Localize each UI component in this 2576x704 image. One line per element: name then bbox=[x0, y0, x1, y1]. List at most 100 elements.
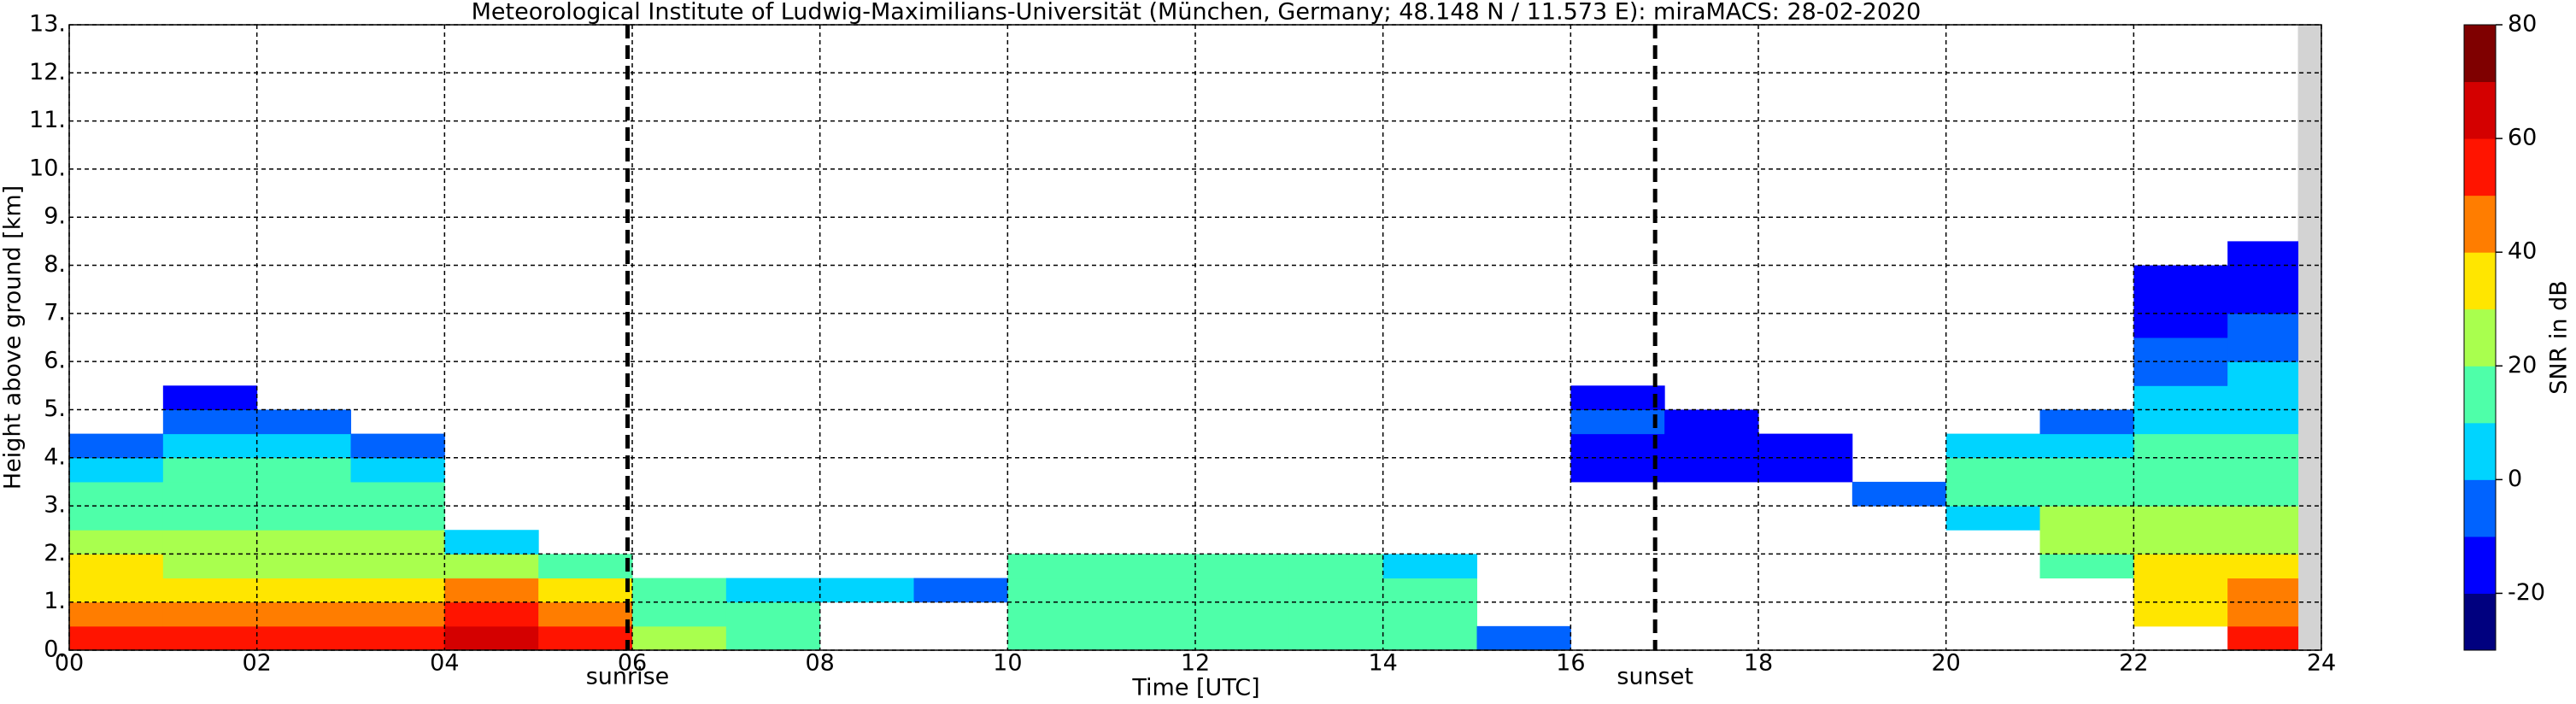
heatmap-cell bbox=[162, 601, 258, 627]
colorbar-segment bbox=[2464, 252, 2496, 310]
annotation-label: sunrise bbox=[586, 664, 670, 690]
heatmap-cell bbox=[69, 481, 164, 507]
y-tick-label: 7. bbox=[44, 299, 66, 326]
heatmap-cell bbox=[162, 578, 258, 603]
heatmap-cell bbox=[350, 601, 445, 627]
colorbar-segment bbox=[2464, 81, 2496, 139]
heatmap-cell bbox=[444, 530, 539, 554]
colorbar-segment bbox=[2464, 422, 2496, 480]
heatmap-cell bbox=[1570, 457, 1665, 483]
x-tick-label: 08 bbox=[805, 650, 834, 677]
heatmap-cell bbox=[2039, 457, 2134, 483]
x-tick-label: 18 bbox=[1744, 650, 1773, 677]
x-tick-label: 00 bbox=[55, 650, 84, 677]
heatmap-cell bbox=[350, 433, 445, 459]
heatmap-cell bbox=[256, 506, 351, 531]
heatmap-cell bbox=[819, 578, 914, 603]
heatmap-cell bbox=[2133, 265, 2228, 290]
y-tick-label: 1. bbox=[44, 588, 66, 614]
heatmap-cell bbox=[256, 554, 351, 579]
heatmap-cell bbox=[2227, 289, 2299, 314]
y-tick-label: 5. bbox=[44, 396, 66, 422]
heatmap-cell bbox=[1758, 433, 1853, 459]
heatmap-cell bbox=[1007, 601, 1102, 627]
heatmap-cell bbox=[2227, 361, 2299, 386]
heatmap-cell bbox=[1382, 578, 1477, 603]
heatmap-cell bbox=[1664, 433, 1759, 459]
heatmap-cell bbox=[162, 506, 258, 531]
colorbar-frame bbox=[2463, 24, 2497, 651]
heatmap-cell bbox=[2133, 289, 2228, 314]
x-tick-label: 04 bbox=[430, 650, 459, 677]
heatmap-cell bbox=[69, 530, 164, 554]
heatmap-cell bbox=[2133, 578, 2228, 603]
x-tick-label: 22 bbox=[2119, 650, 2148, 677]
heatmap-cell bbox=[2039, 433, 2134, 459]
heatmap-cell bbox=[350, 530, 445, 554]
heatmap-cell bbox=[2227, 409, 2299, 435]
colorbar-segment bbox=[2464, 195, 2496, 253]
heatmap-cell bbox=[256, 481, 351, 507]
heatmap-cell bbox=[1945, 433, 2040, 459]
heatmap-cell bbox=[1382, 601, 1477, 627]
y-tick-label: 3. bbox=[44, 492, 66, 519]
heatmap-cell bbox=[2133, 433, 2228, 459]
heatmap-cell bbox=[2133, 385, 2228, 410]
heatmap-cell bbox=[2227, 578, 2299, 603]
heatmap-cell bbox=[2227, 481, 2299, 507]
heatmap-cell bbox=[256, 457, 351, 483]
heatmap-cell bbox=[2133, 313, 2228, 338]
heatmap-cell bbox=[1101, 554, 1196, 579]
heatmap-cell bbox=[2133, 601, 2228, 627]
heatmap-cell bbox=[256, 601, 351, 627]
heatmap-cell bbox=[1288, 554, 1384, 579]
y-tick-label: 2. bbox=[44, 540, 66, 566]
heatmap-cell bbox=[1195, 578, 1290, 603]
heatmap-cell bbox=[1664, 409, 1759, 435]
heatmap-cell bbox=[1101, 601, 1196, 627]
heatmap-cell bbox=[444, 625, 539, 651]
heatmap-cell bbox=[1570, 385, 1665, 410]
heatmap-cell bbox=[162, 554, 258, 579]
x-tick-label: 16 bbox=[1556, 650, 1585, 677]
heatmap-cell bbox=[2039, 481, 2134, 507]
heatmap-cell bbox=[2227, 313, 2299, 338]
heatmap-cell bbox=[350, 625, 445, 651]
heatmap-cell bbox=[1101, 625, 1196, 651]
heatmap-cell bbox=[2133, 361, 2228, 386]
heatmap-cell bbox=[69, 433, 164, 459]
heatmap-cell bbox=[1570, 409, 1665, 435]
heatmap-cell bbox=[538, 578, 633, 603]
y-tick-label: 8. bbox=[44, 251, 66, 278]
heatmap-cell bbox=[2133, 409, 2228, 435]
heatmap-cell bbox=[1945, 457, 2040, 483]
heatmap-cell bbox=[725, 578, 821, 603]
heatmap-cell bbox=[632, 578, 727, 603]
heatmap-cell bbox=[2039, 554, 2134, 579]
y-tick-label: 10. bbox=[29, 155, 66, 181]
heatmap-cell bbox=[538, 601, 633, 627]
heatmap-cell bbox=[2227, 337, 2299, 362]
x-tick-label: 02 bbox=[242, 650, 271, 677]
y-tick-label: 12. bbox=[29, 59, 66, 85]
heatmap-cell bbox=[2227, 265, 2299, 290]
colorbar-segment bbox=[2464, 536, 2496, 594]
heatmap-cell bbox=[2133, 457, 2228, 483]
heatmap-cell bbox=[2227, 385, 2299, 410]
no-data-region bbox=[2297, 25, 2321, 650]
heatmap-cell bbox=[1664, 457, 1759, 483]
annotation-label: sunset bbox=[1617, 664, 1693, 690]
heatmap-cell bbox=[1288, 578, 1384, 603]
heatmap-cell bbox=[632, 601, 727, 627]
heatmap-cell bbox=[69, 625, 164, 651]
heatmap-cell bbox=[350, 457, 445, 483]
heatmap-cell bbox=[1945, 481, 2040, 507]
heatmap-cell bbox=[162, 433, 258, 459]
heatmap-cell bbox=[725, 601, 821, 627]
heatmap-cell bbox=[2227, 506, 2299, 531]
heatmap-cell bbox=[2133, 530, 2228, 554]
heatmap-cell bbox=[162, 457, 258, 483]
heatmap-cell bbox=[256, 578, 351, 603]
heatmap-cell bbox=[538, 554, 633, 579]
